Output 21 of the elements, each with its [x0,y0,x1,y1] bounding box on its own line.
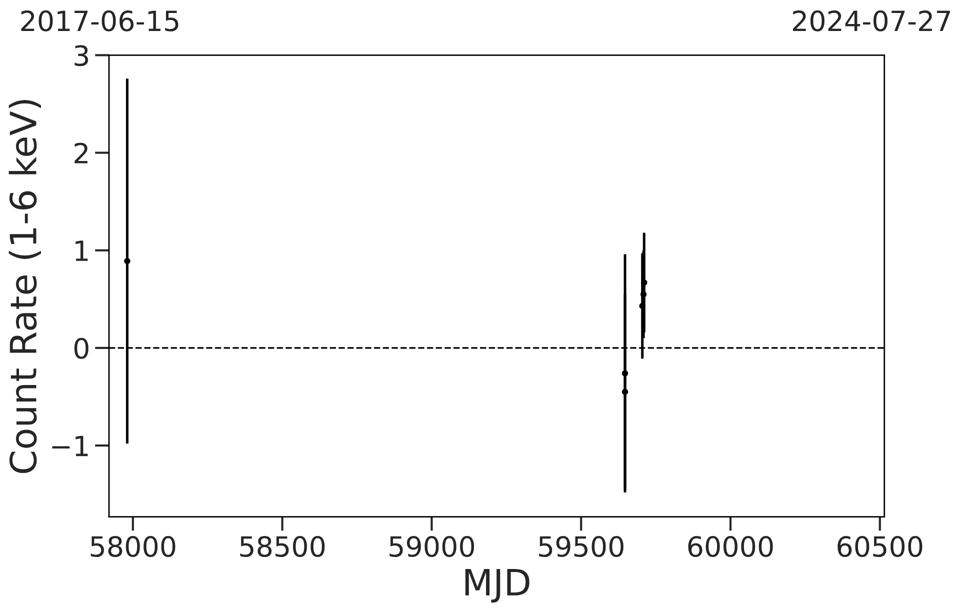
x-tick-label: 59000 [390,536,474,558]
point [640,291,647,298]
y-tick-label: 2 [74,142,88,164]
y-tick-label: 3 [74,45,88,66]
y-tick-label: −1 [52,436,88,456]
point [639,302,646,310]
x-tick-label: 60000 [688,536,773,558]
y-tick-label: 1 [76,240,88,261]
x-tick-label: 58000 [90,536,176,558]
x-tick-label: 60500 [838,536,922,558]
x-tick-label: 58500 [240,536,325,558]
y-axis-title: Count Rate (1-6 keV) [8,100,41,474]
point [622,370,628,376]
x-tick-label: 59500 [539,536,624,558]
point [124,258,130,264]
point [641,279,648,286]
point [622,388,628,395]
x-axis-title: MJD [465,569,530,603]
text: 2024-07-27 [792,10,950,32]
y-tick-label: 0 [74,338,88,359]
text: 2017-06-15 [21,10,178,32]
